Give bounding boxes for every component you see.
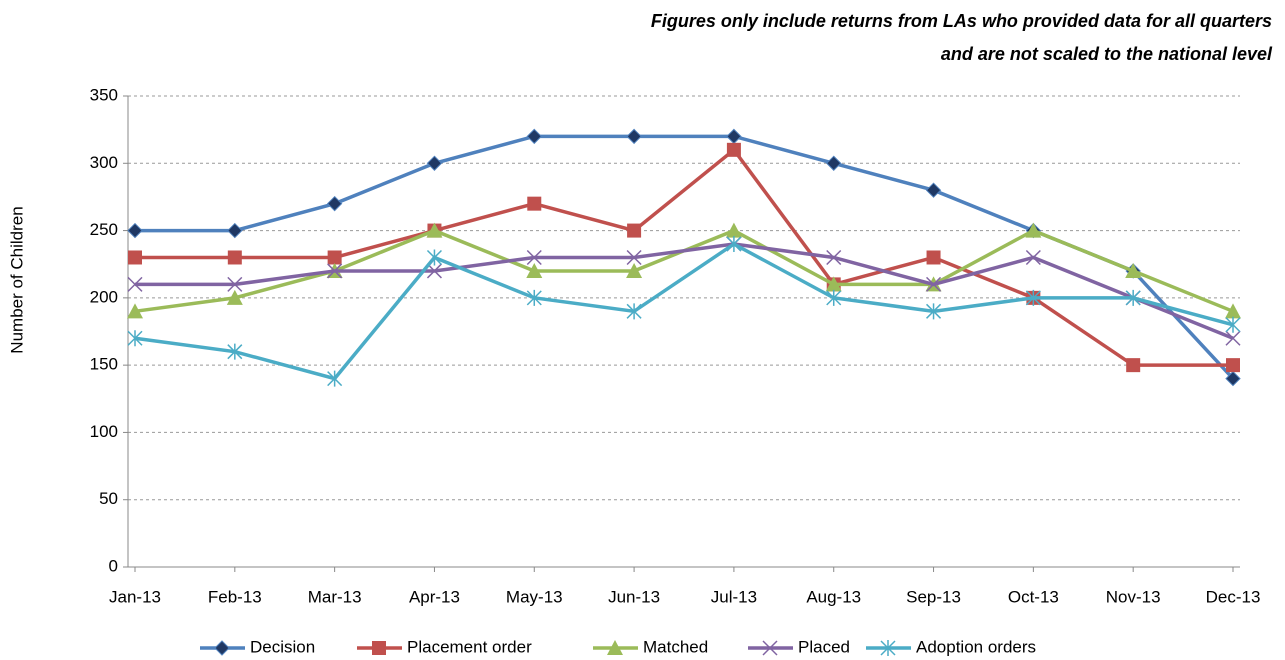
marker — [627, 223, 642, 238]
legend-label: Placed — [798, 637, 850, 656]
marker — [607, 640, 623, 655]
marker — [426, 155, 443, 171]
y-tick-label: 250 — [90, 220, 118, 239]
legend-label: Placement order — [407, 637, 532, 656]
marker — [526, 262, 543, 278]
legend-label: Matched — [643, 637, 708, 656]
marker — [926, 276, 942, 292]
marker — [726, 128, 742, 145]
marker — [626, 249, 642, 266]
x-tick-label: Apr-13 — [409, 587, 460, 606]
x-tick-label: Oct-13 — [1008, 587, 1059, 606]
x-tick-label: May-13 — [506, 587, 563, 606]
x-tick-label: Dec-13 — [1206, 587, 1261, 606]
marker — [726, 142, 741, 157]
series-line — [135, 242, 1234, 340]
marker — [128, 250, 142, 265]
marker — [526, 249, 542, 266]
legend-label: Decision — [250, 637, 315, 656]
marker — [127, 276, 143, 292]
series-line — [134, 241, 1234, 381]
x-tick-label: Jul-13 — [711, 587, 757, 606]
marker — [826, 249, 842, 266]
legend-item: Placement order — [357, 637, 532, 656]
y-tick-label: 50 — [99, 489, 118, 508]
marker — [826, 289, 842, 306]
x-tick-label: Mar-13 — [308, 587, 362, 606]
marker — [214, 640, 230, 656]
y-tick-label: 150 — [90, 355, 118, 374]
marker — [227, 343, 243, 360]
marker — [1025, 289, 1041, 306]
marker — [426, 249, 442, 266]
marker — [926, 250, 941, 265]
marker — [426, 263, 442, 279]
series-line — [135, 147, 1233, 367]
marker — [227, 250, 242, 265]
marker — [725, 222, 742, 238]
marker — [127, 222, 143, 239]
legend-label: Adoption orders — [916, 637, 1036, 656]
y-tick-label: 300 — [90, 153, 118, 172]
marker — [227, 276, 243, 292]
marker — [1126, 358, 1141, 373]
marker — [926, 303, 942, 320]
annotation: Figures only include returns from LAs wh… — [651, 11, 1272, 31]
marker — [1225, 303, 1241, 319]
marker — [526, 128, 542, 145]
marker — [1125, 262, 1142, 278]
marker — [880, 640, 896, 656]
x-tick-label: Nov-13 — [1106, 587, 1161, 606]
marker — [825, 276, 842, 292]
marker — [1225, 370, 1241, 387]
legend-item: Decision — [200, 637, 315, 656]
marker — [372, 641, 386, 655]
x-tick-label: Jan-13 — [109, 587, 161, 606]
legend-item: Adoption orders — [866, 637, 1036, 656]
marker — [626, 128, 642, 145]
marker — [1125, 289, 1141, 306]
y-tick-label: 100 — [90, 422, 118, 441]
marker — [426, 222, 443, 238]
marker — [762, 640, 778, 656]
marker — [127, 303, 143, 319]
x-tick-label: Feb-13 — [208, 587, 262, 606]
marker — [326, 195, 343, 212]
x-tick-label: Sep-13 — [906, 587, 961, 606]
marker — [227, 222, 243, 239]
marker — [327, 250, 342, 265]
x-tick-label: Aug-13 — [806, 587, 861, 606]
y-tick-label: 0 — [109, 556, 118, 575]
marker — [1226, 358, 1240, 373]
marker — [626, 303, 642, 320]
marker — [1025, 249, 1041, 266]
annotation: and are not scaled to the national level — [941, 44, 1273, 64]
marker — [826, 155, 842, 171]
marker — [726, 236, 742, 253]
marker — [626, 262, 643, 278]
marker — [327, 370, 343, 387]
marker — [1025, 222, 1042, 238]
marker — [526, 289, 542, 306]
y-axis-label: Number of Children — [7, 206, 26, 353]
marker — [127, 330, 143, 347]
legend-item: Placed — [748, 637, 850, 656]
legend-item: Matched — [593, 637, 708, 656]
x-tick-label: Jun-13 — [608, 587, 660, 606]
marker — [1225, 330, 1241, 346]
marker — [226, 289, 243, 305]
marker — [327, 263, 343, 279]
y-tick-label: 350 — [90, 85, 118, 104]
marker — [925, 182, 942, 198]
marker — [527, 196, 542, 211]
y-tick-label: 200 — [90, 287, 118, 306]
marker — [1225, 316, 1241, 333]
